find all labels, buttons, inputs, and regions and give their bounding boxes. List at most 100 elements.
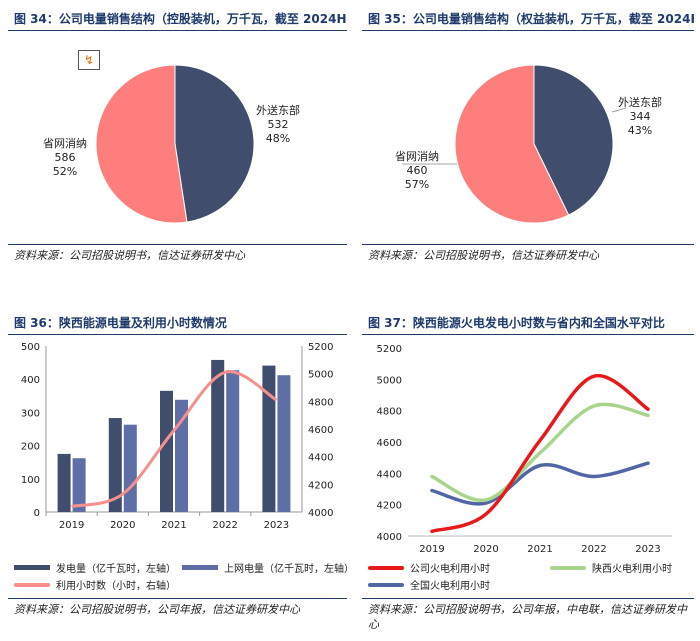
fig34-title: 图 34：公司电量销售结构（控股装机，万千瓦，截至 2024H1） <box>8 8 347 31</box>
legend-swatch <box>368 565 404 570</box>
bar <box>57 453 71 512</box>
combo-chart-36: 0 100 200 300 400 500 4000 4200 4400 4600 4800 5000… <box>21 342 334 531</box>
left-tick-label: 500 <box>21 342 40 353</box>
legend-swatch <box>14 565 50 570</box>
y-tick-label: 5000 <box>377 375 402 386</box>
legend-label: 公司火电利用小时 <box>410 564 490 575</box>
series-line <box>430 374 650 534</box>
x-tick-label: 2020 <box>473 544 498 555</box>
legend-item-grid-power: 上网电量（亿千瓦时，左轴） <box>182 560 354 575</box>
legend-swatch <box>368 582 404 587</box>
bar <box>160 390 173 512</box>
fig37-source: 资料来源：公司招股说明书，公司年报，中电联，信达证券研发中心 <box>362 598 694 636</box>
line-chart-37: 4000 4200 4400 4600 4800 5000 5200 2019 2020 2021… <box>377 344 672 555</box>
x-tick-label: 2020 <box>110 520 135 531</box>
x-tick-label: 2021 <box>527 544 552 555</box>
slice-label: 外送东部 <box>256 103 300 117</box>
legend-label: 利用小时数（小时，右轴） <box>56 581 176 592</box>
pie-slice <box>454 64 570 224</box>
legend-label: 陕西火电利用小时 <box>592 564 672 575</box>
pie-slice <box>95 64 188 224</box>
y-tick-label: 4400 <box>377 469 402 480</box>
x-tick-label: 2021 <box>161 520 186 531</box>
y-tick-label: 4600 <box>377 438 402 449</box>
bar <box>175 399 188 512</box>
panel-fig34: 图 34：公司电量销售结构（控股装机，万千瓦，截至 2024H1） ↯ 外送东部… <box>8 8 347 270</box>
y-tick-label: 4000 <box>377 532 402 543</box>
legend-label: 全国火电利用小时 <box>410 581 490 592</box>
pie-slice <box>174 64 255 223</box>
panel-fig36: 图 36：陕西能源电量及利用小时数情况 0 100 200 300 400 500 4000… <box>8 312 354 624</box>
fig36-title: 图 36：陕西能源电量及利用小时数情况 <box>8 312 347 335</box>
legend-label: 上网电量（亿千瓦时，左轴） <box>224 564 354 575</box>
panel-fig37: 图 37：陕西能源火电发电小时数与省内和全国水平对比 4000 4200 4400 4… <box>362 312 694 636</box>
legend-item-company: 公司火电利用小时 <box>368 560 490 575</box>
bar <box>108 418 122 512</box>
fig35-title: 图 35：公司电量销售结构（权益装机，万千瓦，截至 2024H1） <box>362 8 694 31</box>
slice-percent: 43% <box>628 124 652 137</box>
slice-value: 532 <box>268 118 289 131</box>
left-tick-label: 400 <box>21 375 40 386</box>
bar <box>72 458 86 512</box>
legend-item-power-gen: 发电量（亿千瓦时，左轴） <box>14 560 176 575</box>
slice-value: 460 <box>407 164 428 177</box>
bar <box>211 359 225 512</box>
bar <box>226 370 240 512</box>
panel-fig35: 图 35：公司电量销售结构（权益装机，万千瓦，截至 2024H1） 外送东部 34… <box>362 8 694 270</box>
right-tick-label: 5000 <box>308 370 333 381</box>
legend-item-shaanxi: 陕西火电利用小时 <box>550 560 672 575</box>
right-tick-label: 4800 <box>308 397 333 408</box>
bar <box>262 365 276 512</box>
x-tick-label: 2023 <box>635 544 660 555</box>
hours-line <box>71 370 278 508</box>
fig35-source: 资料来源：公司招股说明书，信达证券研发中心 <box>362 244 694 268</box>
legend-swatch <box>182 565 218 570</box>
legend-item-hours: 利用小时数（小时，右轴） <box>14 577 176 592</box>
slice-percent: 57% <box>405 178 429 191</box>
chart-edit-icon[interactable]: ↯ <box>78 50 100 70</box>
legend-swatch <box>550 565 586 570</box>
slice-value: 586 <box>55 151 76 164</box>
x-tick-label: 2019 <box>419 544 444 555</box>
fig37-title: 图 37：陕西能源火电发电小时数与省内和全国水平对比 <box>362 312 694 335</box>
right-tick-label: 4600 <box>308 425 333 436</box>
slice-label: 省网消纳 <box>395 149 439 163</box>
x-tick-label: 2019 <box>59 520 84 531</box>
leader-line <box>611 107 627 113</box>
left-tick-label: 100 <box>21 475 40 486</box>
right-tick-label: 4000 <box>308 508 333 519</box>
y-tick-label: 4800 <box>377 407 402 418</box>
slice-value: 344 <box>630 110 651 123</box>
right-tick-label: 5200 <box>308 342 333 353</box>
pie-slice <box>533 64 614 216</box>
x-tick-label: 2022 <box>581 544 606 555</box>
legend-swatch <box>14 582 50 587</box>
legend-label: 发电量（亿千瓦时，左轴） <box>56 564 176 575</box>
y-tick-label: 4200 <box>377 501 402 512</box>
slice-label: 外送东部 <box>618 95 662 109</box>
left-tick-label: 300 <box>21 408 40 419</box>
x-tick-label: 2023 <box>264 520 289 531</box>
bar <box>123 424 137 512</box>
slice-label: 省网消纳 <box>43 136 87 150</box>
bar <box>277 375 291 512</box>
series-line <box>430 461 650 506</box>
x-tick-label: 2022 <box>212 520 237 531</box>
slice-percent: 52% <box>53 165 77 178</box>
legend-item-national: 全国火电利用小时 <box>368 577 490 592</box>
series-line <box>430 402 650 503</box>
fig36-source: 资料来源：公司招股说明书，公司年报，信达证券研发中心 <box>8 598 347 622</box>
left-tick-label: 0 <box>34 508 40 519</box>
fig34-source: 资料来源：公司招股说明书，信达证券研发中心 <box>8 244 347 268</box>
left-tick-label: 200 <box>21 442 40 453</box>
right-tick-label: 4400 <box>308 453 333 464</box>
y-tick-label: 5200 <box>377 344 402 355</box>
right-tick-label: 4200 <box>308 480 333 491</box>
slice-percent: 48% <box>266 132 290 145</box>
